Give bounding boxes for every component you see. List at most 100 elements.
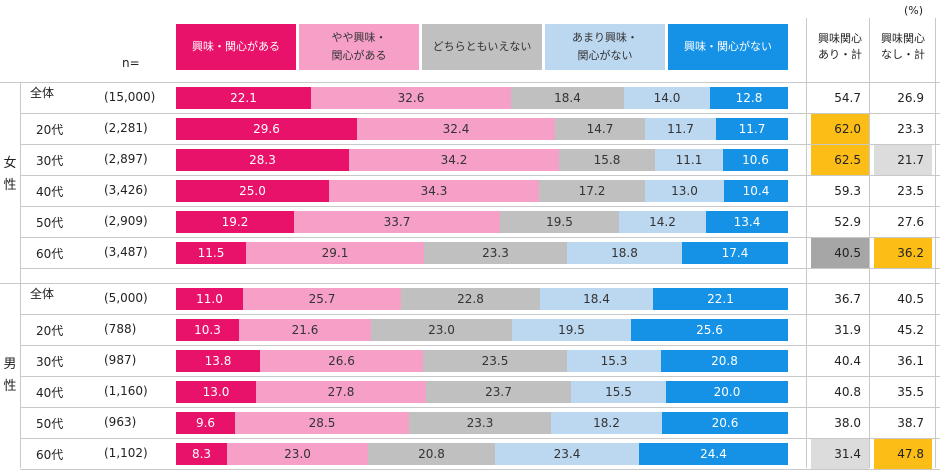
bar-segment-3: 23.0 [371, 319, 512, 341]
bar-segment-5: 11.7 [716, 118, 788, 140]
bar-segment-3: 22.8 [401, 288, 540, 310]
bar-segment-5: 20.0 [666, 381, 788, 403]
row-rule [20, 345, 940, 346]
bar-segment-1: 11.5 [176, 242, 246, 264]
bar-segment-2: 33.7 [294, 211, 500, 233]
bar-segment-4: 18.2 [551, 412, 662, 434]
legend-item-3: どちらともいえない [422, 24, 542, 70]
bar-segment-2: 32.6 [311, 87, 511, 109]
interest-total-cell: 38.0 [834, 416, 861, 430]
interest-total-cell: 31.9 [834, 323, 861, 337]
female-row-n: (15,000) [104, 90, 156, 104]
male-row-n: (963) [104, 415, 137, 429]
legend-item-4: あまり興味・ 関心がない [545, 24, 665, 70]
legend-item-5: 興味・関心がない [668, 24, 788, 70]
interest-total-cell: 40.8 [834, 385, 861, 399]
bar-segment-4: 14.2 [619, 211, 706, 233]
bar-segment-5: 12.8 [710, 87, 788, 109]
bar-segment-1: 10.3 [176, 319, 239, 341]
bar-segment-2: 25.7 [243, 288, 401, 310]
bar-segment-1: 22.1 [176, 87, 311, 109]
bar-segment-5: 22.1 [653, 288, 788, 310]
row-rule [20, 206, 940, 207]
bar-segment-2: 34.2 [349, 149, 559, 171]
bar-segment-1: 13.8 [176, 350, 260, 372]
bar-segment-1: 19.2 [176, 211, 294, 233]
summary-column-rule [869, 18, 870, 468]
male-row-label: 60代 [36, 448, 64, 462]
group-label-char: 女 [3, 156, 17, 171]
row-rule [20, 314, 940, 315]
legend-item-1: 興味・関心がある [176, 24, 296, 70]
bar-segment-2: 21.6 [239, 319, 371, 341]
bar-segment-5: 25.6 [631, 319, 788, 341]
bar-segment-4: 19.5 [512, 319, 631, 341]
group-label-male: 男性 [0, 283, 20, 469]
unit-note: (%) [904, 4, 924, 17]
interest-total-cell: 36.7 [834, 292, 861, 306]
bar-segment-4: 23.4 [495, 443, 639, 465]
bar-segment-5: 20.8 [661, 350, 788, 372]
bar-segment-4: 15.5 [571, 381, 666, 403]
female-row-label: 全体 [30, 86, 55, 100]
bar-segment-1: 13.0 [176, 381, 256, 403]
bar-segment-5: 24.4 [639, 443, 788, 465]
no-interest-total-cell: 23.5 [897, 184, 924, 198]
male-row-label: 50代 [36, 417, 64, 431]
male-row-n: (788) [104, 322, 137, 336]
male-row-n: (1,160) [104, 384, 148, 398]
no-interest-total-cell: 23.3 [897, 122, 924, 136]
interest-total-cell: 52.9 [834, 215, 861, 229]
interest-total-cell: 40.4 [834, 354, 861, 368]
interest-total-cell: 62.5 [811, 145, 869, 175]
group-top-rule [0, 283, 940, 284]
bar-segment-4: 11.1 [655, 149, 723, 171]
row-rule [20, 144, 940, 145]
row-rule [20, 237, 940, 238]
bar-segment-4: 18.8 [567, 242, 682, 264]
bar-segment-1: 8.3 [176, 443, 227, 465]
bar-segment-4: 18.4 [540, 288, 653, 310]
no-interest-total-cell: 45.2 [897, 323, 924, 337]
bar-segment-4: 15.3 [567, 350, 661, 372]
bar-segment-2: 29.1 [246, 242, 424, 264]
summary-column-rule [935, 18, 936, 468]
group-label-female: 女性 [0, 82, 20, 268]
no-interest-total-cell: 36.2 [874, 238, 932, 268]
bar-segment-2: 32.4 [357, 118, 555, 140]
no-interest-total-cell: 47.8 [874, 439, 932, 469]
bar-segment-3: 20.8 [368, 443, 495, 465]
female-row-n: (2,909) [104, 214, 148, 228]
bar-segment-3: 23.3 [424, 242, 567, 264]
group-label-char: 性 [3, 178, 17, 193]
bar-segment-5: 10.6 [723, 149, 788, 171]
interest-total-cell: 40.5 [811, 238, 869, 268]
bar-segment-1: 29.6 [176, 118, 357, 140]
female-row-label: 40代 [36, 185, 64, 199]
bar-segment-1: 28.3 [176, 149, 349, 171]
bar-segment-2: 27.8 [256, 381, 426, 403]
bar-segment-5: 17.4 [682, 242, 788, 264]
interest-total-cell: 54.7 [834, 91, 861, 105]
male-row-label: 40代 [36, 386, 64, 400]
no-interest-total-cell: 27.6 [897, 215, 924, 229]
bar-segment-2: 28.5 [235, 412, 409, 434]
female-row-n: (2,281) [104, 121, 148, 135]
female-row-label: 30代 [36, 154, 64, 168]
bar-segment-5: 20.6 [662, 412, 788, 434]
bar-segment-1: 9.6 [176, 412, 235, 434]
bar-segment-4: 11.7 [645, 118, 716, 140]
bar-segment-4: 14.0 [624, 87, 710, 109]
interest-total-cell: 31.4 [811, 439, 869, 469]
male-row-n: (987) [104, 353, 137, 367]
bar-segment-1: 11.0 [176, 288, 243, 310]
female-row-label: 20代 [36, 123, 64, 137]
summary-header-no-interest: 興味関心 なし・計 [881, 32, 925, 61]
no-interest-total-cell: 21.7 [874, 145, 932, 175]
female-row-label: 60代 [36, 247, 64, 261]
row-rule [20, 175, 940, 176]
no-interest-total-cell: 26.9 [897, 91, 924, 105]
female-row-n: (3,426) [104, 183, 148, 197]
bar-segment-3: 18.4 [511, 87, 624, 109]
sample-size-header: n= [122, 56, 140, 70]
